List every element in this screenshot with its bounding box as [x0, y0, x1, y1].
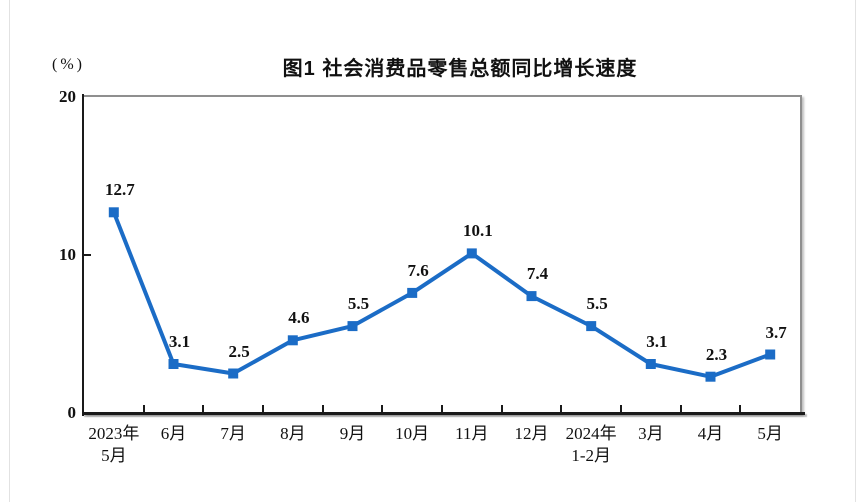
data-point-marker [526, 291, 537, 302]
data-point-label: 3.7 [765, 322, 787, 342]
data-point-marker [407, 287, 418, 298]
data-point-marker [586, 321, 597, 332]
data-point-label: 3.1 [168, 332, 191, 352]
data-point-label: 10.1 [462, 221, 493, 241]
x-axis-tick [321, 405, 324, 413]
x-axis-tick [142, 405, 145, 413]
data-point-label: 5.5 [586, 294, 608, 314]
y-axis-tick-label: 20 [59, 87, 76, 106]
x-axis-tick [202, 405, 205, 413]
x-axis-label: 9月 [339, 424, 366, 443]
x-axis-label: 7月 [220, 424, 246, 443]
x-axis-tick [679, 405, 682, 413]
x-axis-label: 10月 [395, 424, 430, 443]
plot-area: 12.7 3.1 2.5 4.6 5.5 7.6 10.1 7.4 5.5 3.1 2.3 3.7 [84, 97, 800, 413]
data-point-label: 5.5 [347, 294, 370, 314]
x-axis-line [82, 412, 805, 415]
x-axis-tick [500, 405, 503, 413]
data-point-marker [168, 359, 179, 369]
data-point-label: 4.6 [288, 308, 310, 328]
y-axis-tick-label: 0 [67, 403, 77, 422]
data-point-label: 3.1 [646, 332, 668, 352]
data-point-marker [765, 349, 776, 360]
data-line [111, 211, 771, 379]
data-point-label: 2.5 [228, 341, 250, 361]
data-point-marker [108, 207, 119, 218]
data-point-marker [705, 371, 716, 382]
x-axis-tick [739, 405, 742, 413]
x-axis-tick [381, 405, 384, 413]
x-axis-label: 6月 [160, 424, 187, 443]
data-point-label: 7.4 [526, 264, 549, 284]
data-point-marker [645, 359, 656, 369]
x-axis-tick [560, 405, 563, 413]
page-edge-left [9, 0, 10, 502]
x-axis-label: 4月 [697, 424, 724, 443]
data-point-label: 2.3 [705, 344, 728, 364]
data-point-marker [228, 368, 239, 379]
y-axis-tick-label: 10 [59, 245, 76, 264]
x-axis-label: 2024年 1-2月 [565, 424, 617, 465]
data-point-marker [287, 335, 298, 346]
page-edge-right [855, 0, 856, 502]
x-axis-label: 8月 [280, 424, 306, 443]
data-point-label: 12.7 [104, 180, 135, 200]
y-axis-tick [84, 254, 91, 256]
x-axis-tick [441, 405, 443, 413]
y-axis-line [82, 94, 84, 416]
x-axis-label: 3月 [638, 424, 664, 443]
chart-title: 图1 社会消费品零售总额同比增长速度 [282, 58, 638, 80]
y-axis-unit-label: (%) [52, 56, 85, 73]
x-axis-label: 12月 [514, 424, 549, 443]
data-point-label: 7.6 [407, 260, 429, 280]
x-axis-tick [262, 405, 264, 413]
x-axis-tick [620, 405, 622, 413]
x-axis-label: 2023年 5月 [88, 424, 140, 465]
x-axis-label: 5月 [757, 424, 783, 443]
plot-frame [84, 95, 802, 414]
x-axis-label: 11月 [455, 424, 489, 443]
line-chart [108, 207, 776, 382]
data-point-marker [347, 321, 358, 332]
data-point-marker [466, 248, 477, 259]
